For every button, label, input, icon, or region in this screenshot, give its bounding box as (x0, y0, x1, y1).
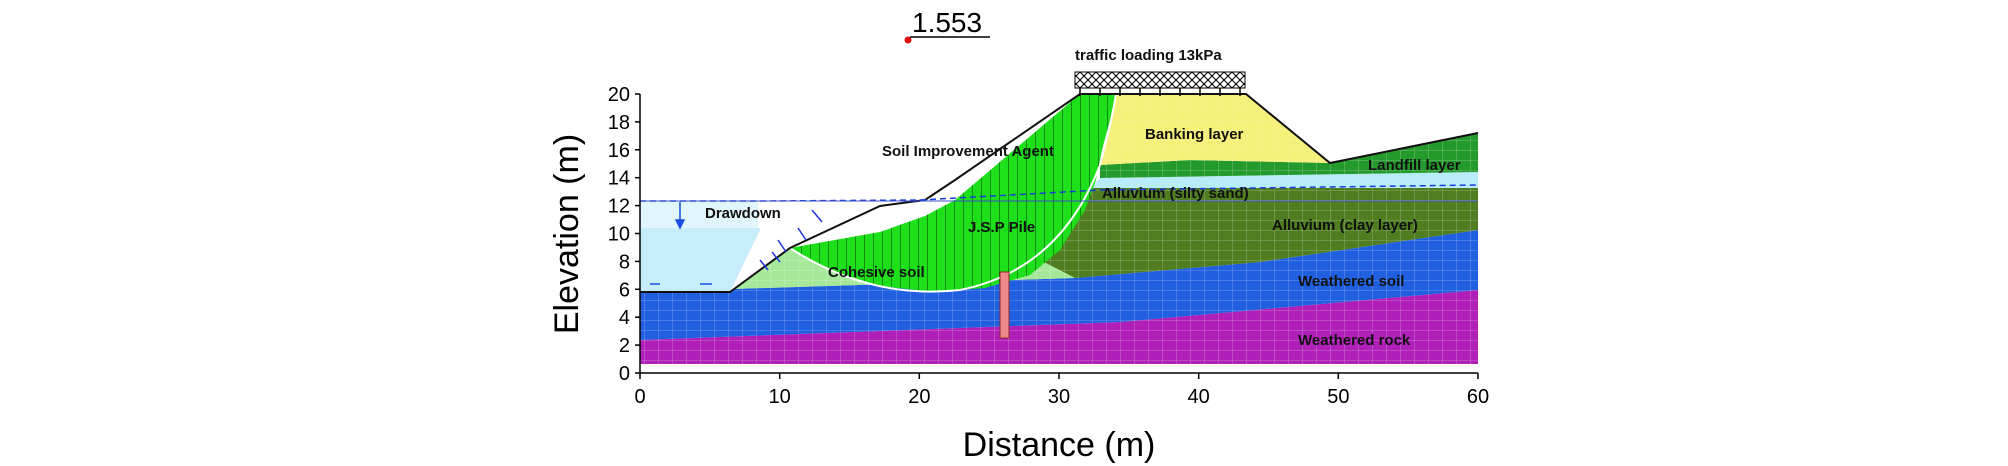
y-tick-label: 2 (619, 335, 630, 357)
factor-of-safety: 1.553 (912, 7, 982, 38)
label-soil-improvement: Soil Improvement Agent (882, 143, 1054, 160)
y-tick-label: 10 (608, 224, 630, 246)
label-drawdown: Drawdown (705, 205, 781, 222)
y-tick-label: 18 (608, 112, 630, 134)
label-landfill: Landfill layer (1368, 157, 1461, 174)
x-tick-label: 60 (1467, 386, 1489, 408)
slope-flow-arrows (759, 209, 823, 271)
slip-center-point (904, 36, 912, 44)
x-axis-title: Distance (m) (963, 426, 1156, 464)
jsp-pile (999, 271, 1010, 339)
weathered-rock-mesh (640, 290, 1478, 364)
label-cohesive: Cohesive soil (828, 264, 925, 281)
y-tick-label: 4 (619, 307, 630, 329)
x-tick-label: 20 (908, 386, 930, 408)
ground-surface (640, 93, 1479, 293)
y-tick-label: 0 (619, 363, 630, 385)
water-reservoir (640, 228, 760, 292)
drawdown-arrows (650, 202, 712, 285)
water-drawdown-zone (640, 201, 758, 228)
slip-surface (789, 93, 1117, 293)
x-tick-label: 40 (1188, 386, 1210, 408)
alluvium-clay-mesh (1030, 188, 1478, 278)
y-tick-label: 6 (619, 279, 630, 301)
soil-improvement-hatch (790, 94, 1116, 292)
y-axis-title: Elevation (m) (548, 134, 586, 334)
banking-mesh (1100, 94, 1330, 165)
label-alluvium-sand: Alluvium (silty sand) (1102, 185, 1249, 202)
landfill-mesh (1100, 133, 1478, 178)
y-tick-label: 8 (619, 251, 630, 273)
y-tick-labels: 0 2 4 6 8 10 12 14 16 18 20 (608, 84, 640, 385)
y-tick-label: 14 (608, 168, 630, 190)
x-tick-labels: 0 10 20 30 40 50 60 (634, 386, 1489, 408)
label-weathered-soil: Weathered soil (1298, 273, 1404, 290)
x-tick-label: 30 (1048, 386, 1070, 408)
traffic-load-arrows (1079, 88, 1241, 96)
y-tick-label: 12 (608, 196, 630, 218)
label-banking: Banking layer (1145, 126, 1244, 143)
label-alluvium-clay: Alluvium (clay layer) (1272, 217, 1418, 234)
x-tick-marks (639, 373, 1479, 379)
x-tick-label: 10 (769, 386, 791, 408)
label-jsp-pile: J.S.P Pile (968, 219, 1035, 236)
weathered-soil-mesh (640, 230, 1478, 340)
x-tick-label: 0 (634, 386, 645, 408)
y-tick-label: 20 (608, 84, 630, 106)
y-tick-label: 16 (608, 140, 630, 162)
alluvium-silty-sand-layer (1090, 172, 1478, 188)
label-weathered-rock: Weathered rock (1298, 332, 1411, 349)
traffic-load-label: traffic loading 13kPa (1075, 47, 1222, 64)
traffic-load-block (1074, 71, 1246, 89)
x-tick-label: 50 (1327, 386, 1349, 408)
